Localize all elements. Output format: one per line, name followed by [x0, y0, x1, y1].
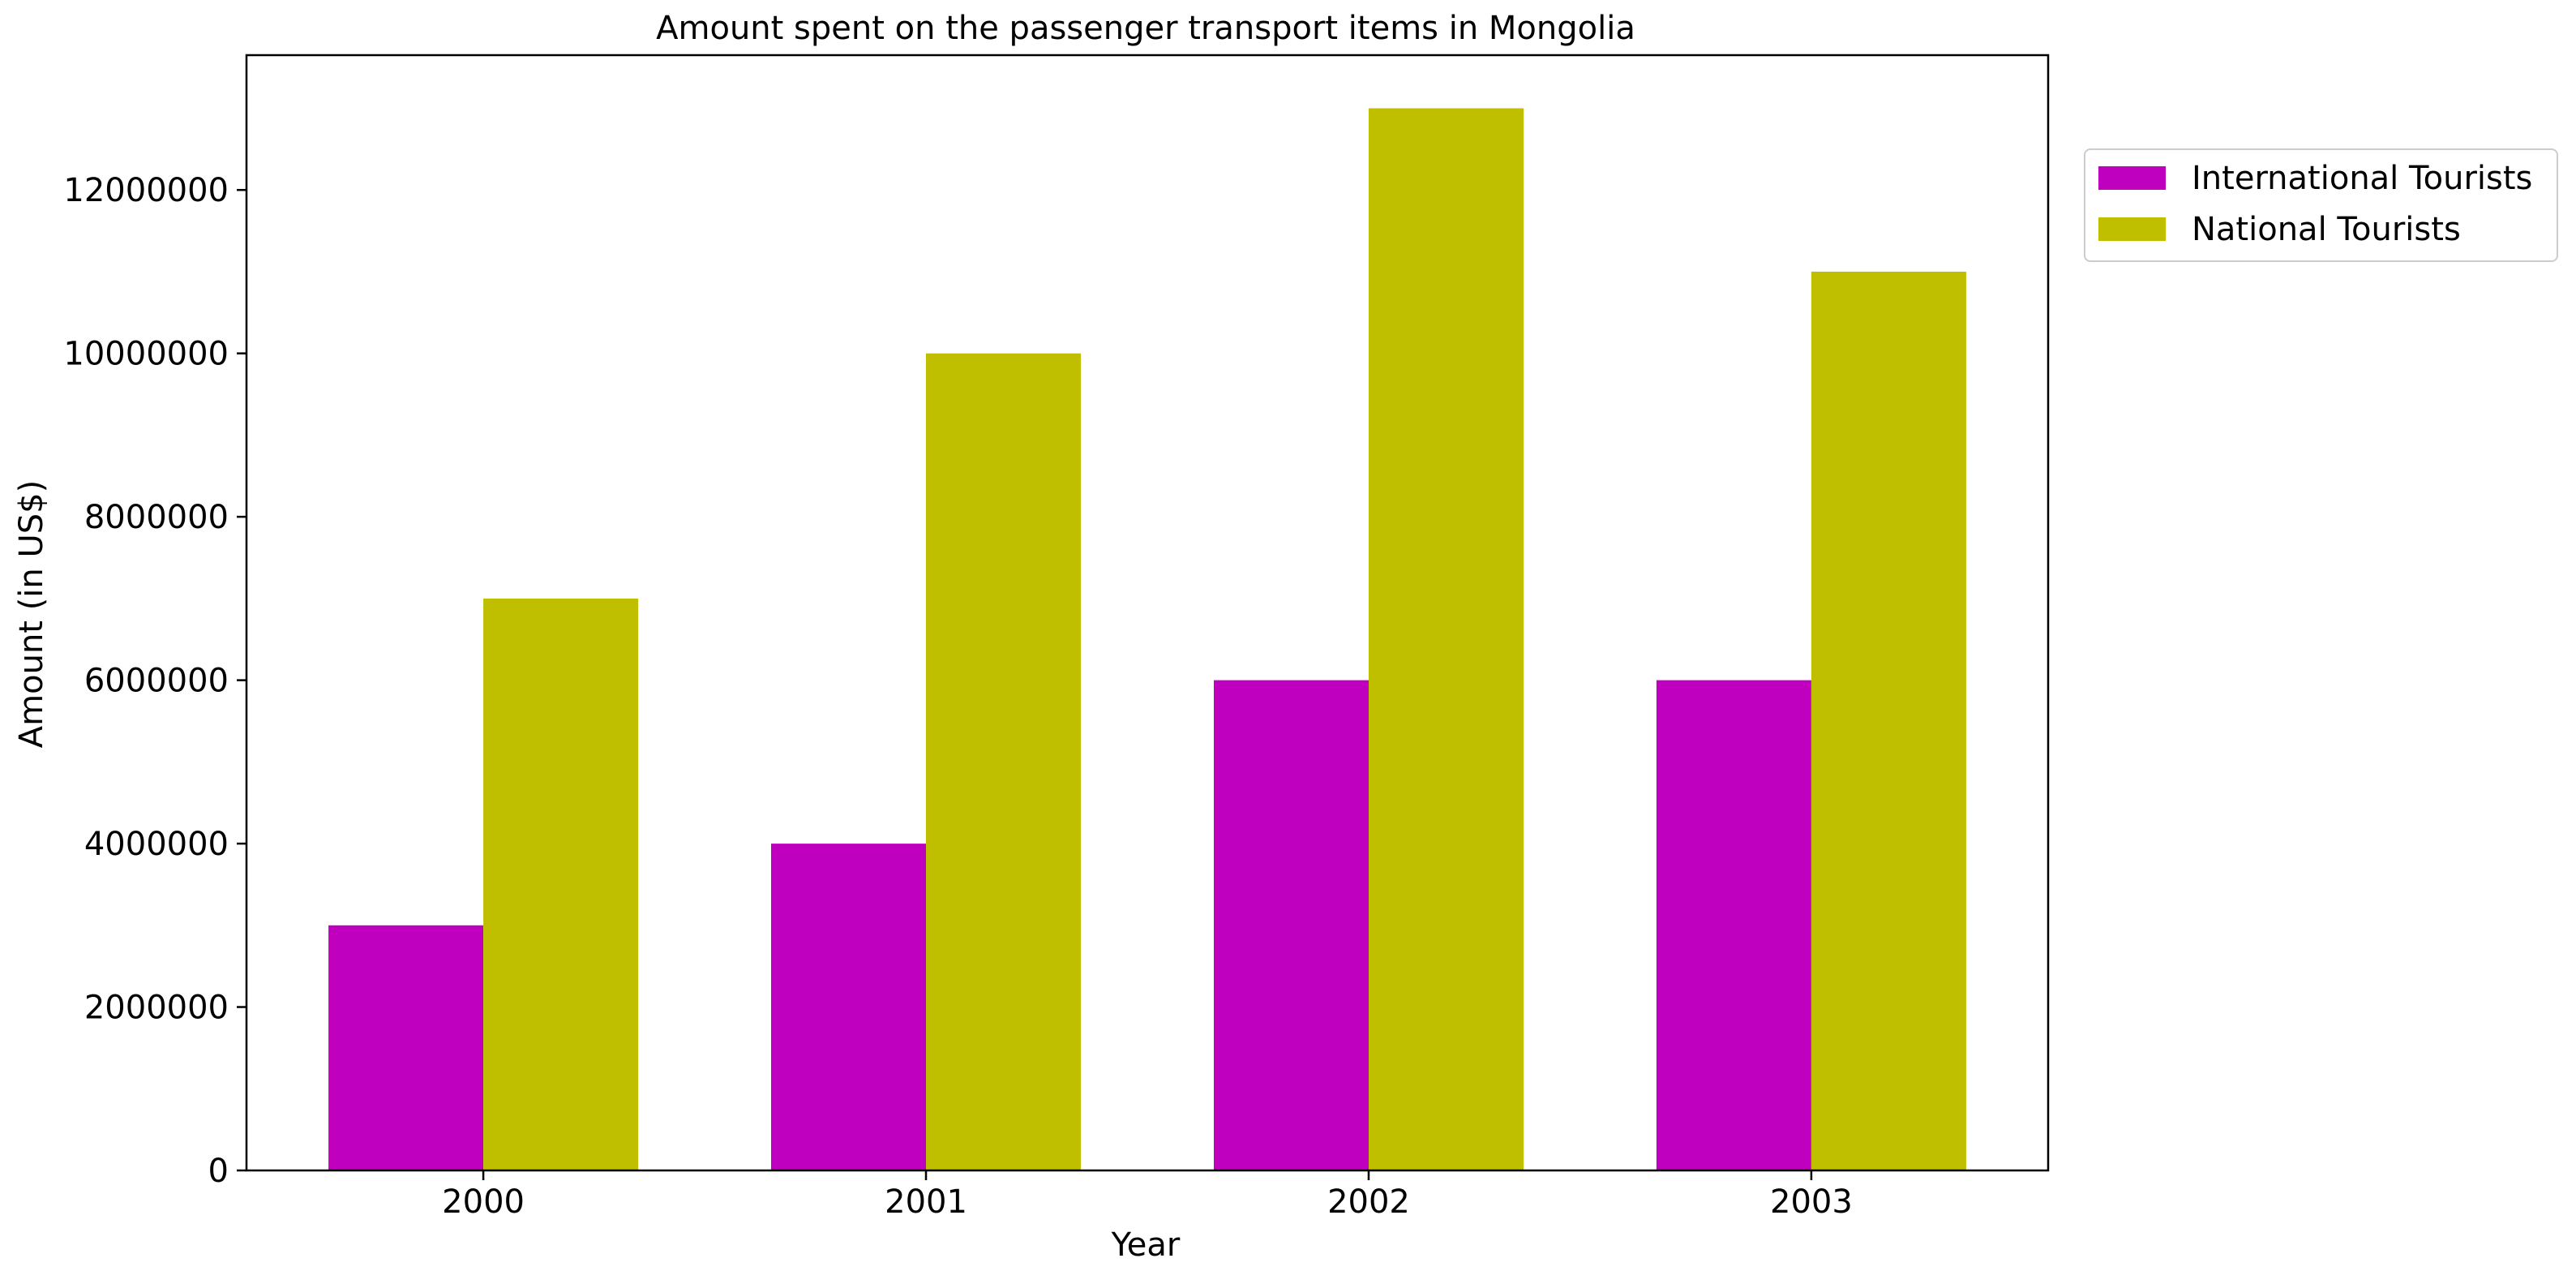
- bar-national-tourists-2003: [1811, 271, 1966, 1170]
- y-tick-label: 8000000: [84, 499, 229, 536]
- bars-layer: [328, 108, 1966, 1170]
- x-axis: 2000 2001 2002 2003: [442, 1170, 1853, 1221]
- y-tick-label: 0: [208, 1153, 229, 1190]
- y-axis: 0 2000000 4000000 6000000 8000000 10000000 120…: [63, 172, 246, 1190]
- chart-title: Amount spent on the passenger transport …: [656, 10, 1635, 47]
- y-tick-label: 2000000: [84, 990, 229, 1027]
- legend-swatch: [2098, 217, 2166, 241]
- x-tick-label: 2003: [1770, 1183, 1853, 1221]
- y-axis-label: Amount (in US$): [13, 480, 50, 748]
- bar-national-tourists-2000: [483, 598, 639, 1170]
- bar-national-tourists-2002: [1369, 108, 1524, 1170]
- bar-international-tourists-2001: [771, 844, 926, 1170]
- y-tick-label: 12000000: [63, 172, 229, 209]
- legend-label: International Tourists: [2192, 160, 2532, 197]
- y-tick-label: 6000000: [84, 663, 229, 700]
- plot-frame: [245, 54, 2050, 1172]
- bar-international-tourists-2002: [1214, 680, 1369, 1170]
- bar-international-tourists-2003: [1656, 680, 1811, 1170]
- legend-swatch: [2098, 166, 2166, 190]
- bar-national-tourists-2001: [926, 353, 1081, 1170]
- x-tick-label: 2001: [885, 1183, 967, 1221]
- x-tick-label: 2002: [1327, 1183, 1410, 1221]
- legend: International Tourists National Tourists: [2084, 148, 2558, 262]
- legend-box: [2084, 148, 2558, 262]
- legend-items: International Tourists National Tourists: [2098, 160, 2532, 248]
- legend-label: National Tourists: [2192, 211, 2461, 248]
- x-axis-label: Year: [1111, 1226, 1181, 1264]
- y-tick-label: 4000000: [84, 826, 229, 863]
- y-tick-label: 10000000: [63, 336, 229, 373]
- x-tick-label: 2000: [442, 1183, 525, 1221]
- bar-international-tourists-2000: [328, 925, 484, 1170]
